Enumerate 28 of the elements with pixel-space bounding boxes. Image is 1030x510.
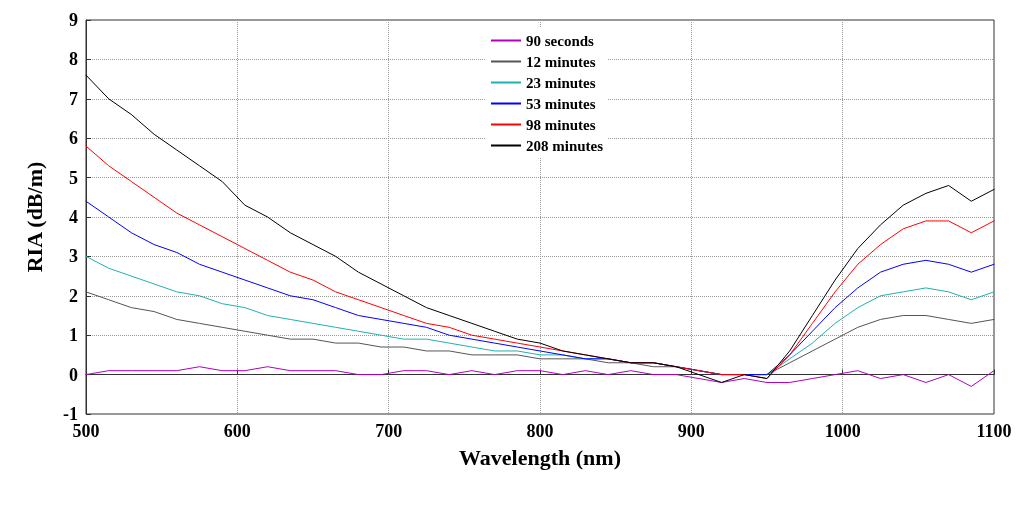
legend-label: 98 minutes xyxy=(526,116,596,133)
y-tick-label: 5 xyxy=(68,167,78,188)
x-axis-title: Wavelength (nm) xyxy=(459,444,621,470)
legend-label: 53 minutes xyxy=(526,95,596,112)
y-axis-title: RIA (dB/m) xyxy=(22,161,48,273)
y-tick-label: 2 xyxy=(68,285,78,306)
x-tick-label: 800 xyxy=(526,421,554,441)
x-tick-label: 700 xyxy=(375,421,403,441)
x-tick-label: 1100 xyxy=(976,421,1012,441)
legend-label: 23 minutes xyxy=(526,74,596,91)
legend-label: 90 seconds xyxy=(526,32,595,49)
x-tick-label: 500 xyxy=(72,421,100,441)
y-tick-label: 6 xyxy=(68,128,78,149)
y-tick-label: 0 xyxy=(68,364,78,385)
legend-label: 208 minutes xyxy=(526,137,604,154)
line-series xyxy=(85,366,995,387)
y-tick-label: 7 xyxy=(68,88,78,109)
x-tick-label: 1000 xyxy=(824,421,861,441)
y-tick-label: 1 xyxy=(68,325,78,346)
y-tick-label: -1 xyxy=(62,404,78,424)
legend-label: 12 minutes xyxy=(526,53,596,70)
y-tick-label: 9 xyxy=(68,10,78,30)
x-tick-label: 900 xyxy=(677,421,705,441)
x-tick-label: 600 xyxy=(223,421,251,441)
line-series xyxy=(85,74,995,383)
y-tick-label: 4 xyxy=(68,207,78,227)
y-tick-label: 3 xyxy=(68,246,78,267)
y-tick-label: 8 xyxy=(68,49,78,70)
